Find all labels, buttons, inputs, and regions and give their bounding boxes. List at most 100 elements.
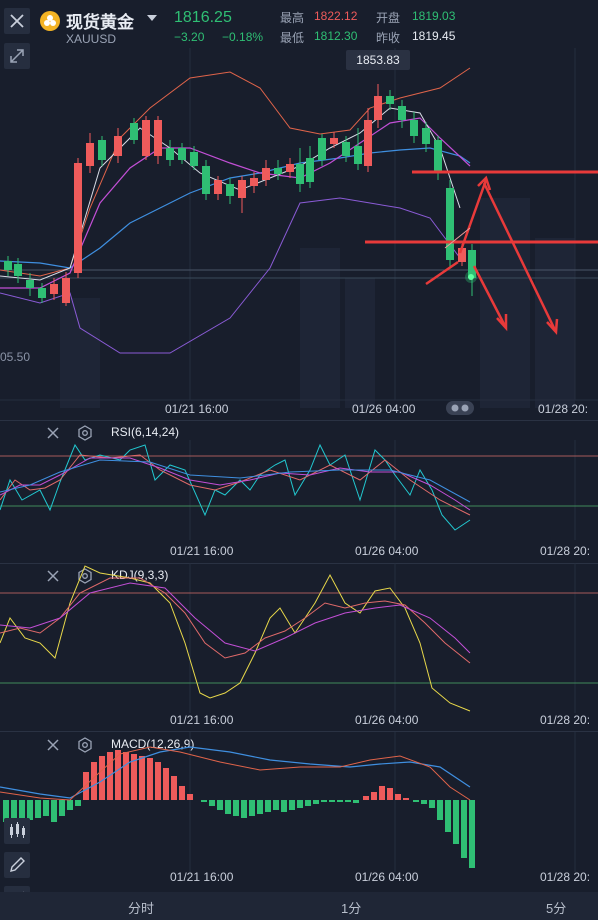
rsi-title: RSI(6,14,24) <box>111 425 180 439</box>
macd-bar <box>363 796 369 800</box>
macd-time-label: 01/21 16:00 <box>170 870 234 884</box>
macd-bar <box>257 800 263 814</box>
gold-coin-icon <box>40 11 60 31</box>
macd-chart[interactable] <box>0 732 598 872</box>
candle-body <box>178 148 186 160</box>
candle-body <box>398 106 406 120</box>
close-icon[interactable] <box>46 738 60 752</box>
peak-price-tag: 1853.83 <box>346 50 410 70</box>
high-value: 1822.12 <box>314 9 358 23</box>
macd-bar <box>403 798 409 800</box>
macd-bar <box>387 788 393 800</box>
macd-bar <box>51 800 57 822</box>
rsi-chart[interactable] <box>0 440 598 540</box>
settings-icon[interactable] <box>77 737 93 753</box>
macd-bar <box>201 800 207 802</box>
candle-body <box>374 96 382 120</box>
macd-bar <box>19 800 25 824</box>
macd-bar <box>241 800 247 818</box>
macd-bar <box>147 758 153 800</box>
candle-body <box>342 142 350 156</box>
low-value: 1812.30 <box>314 29 358 43</box>
macd-bar <box>99 756 105 800</box>
time-label: 01/21 16:00 <box>165 402 229 416</box>
macd-bar <box>171 776 177 800</box>
macd-bar <box>139 756 145 800</box>
candle-body <box>154 120 162 156</box>
macd-bar <box>155 762 161 800</box>
draw-button[interactable] <box>4 852 30 878</box>
kdj-time-label: 01/26 04:00 <box>355 713 419 727</box>
main-chart[interactable] <box>0 48 598 420</box>
settings-icon[interactable] <box>77 425 93 441</box>
macd-bar <box>337 800 343 802</box>
instrument-title[interactable]: 现货黄金 <box>66 13 134 32</box>
candle-body <box>50 284 58 294</box>
macd-bar <box>305 800 311 806</box>
macd-bar <box>83 772 89 800</box>
macd-bar <box>273 800 279 810</box>
macd-bar <box>345 800 351 802</box>
last-price: 1816.25 <box>174 9 232 26</box>
macd-bar <box>209 800 215 806</box>
prev-close-value: 1819.45 <box>412 29 456 43</box>
candle-body <box>330 138 338 144</box>
macd-bar <box>265 800 271 812</box>
candle-body <box>274 168 282 174</box>
candle-body <box>114 136 122 156</box>
macd-bar <box>329 800 335 802</box>
price-axis-tag: 05.50 <box>0 350 31 364</box>
close-icon[interactable] <box>46 426 60 440</box>
macd-bar <box>249 800 255 816</box>
chevron-down-icon[interactable] <box>147 15 157 21</box>
macd-bar <box>379 786 385 800</box>
tab-timeshare[interactable]: 分时 <box>128 901 155 916</box>
kdj-chart[interactable] <box>0 563 598 713</box>
tab-1min[interactable]: 1分 <box>341 901 362 916</box>
candle-body <box>202 166 210 194</box>
candle-body <box>130 123 138 140</box>
macd-bar <box>35 800 41 818</box>
time-label: 01/28 20: <box>538 402 589 416</box>
macd-bar <box>421 800 427 804</box>
rsi-time-label: 01/21 16:00 <box>170 544 234 558</box>
macd-bar <box>461 800 467 858</box>
settings-icon[interactable] <box>77 568 93 584</box>
candle-body <box>446 188 454 260</box>
macd-bar <box>371 792 377 800</box>
candle-body <box>74 163 82 273</box>
low-label: 最低 <box>280 31 305 45</box>
macd-bar <box>217 800 223 810</box>
instrument-symbol: XAUUSD <box>66 32 117 46</box>
candle-body <box>386 96 394 104</box>
candle-body <box>306 158 314 182</box>
rsi-time-label: 01/28 20: <box>540 544 591 558</box>
candle-body <box>422 128 430 144</box>
tab-5min[interactable]: 5分 <box>546 901 567 916</box>
candle-body <box>296 164 304 184</box>
candlestick-button[interactable] <box>4 818 30 844</box>
macd-bar <box>11 800 17 820</box>
timeframe-tabs: 分时 1分 5分 <box>0 892 598 920</box>
macd-bar <box>67 800 73 810</box>
close-button[interactable] <box>4 8 30 34</box>
macd-bar <box>91 762 97 800</box>
candle-body <box>434 140 442 172</box>
candle-body <box>62 278 70 303</box>
pager-dots[interactable] <box>446 401 474 415</box>
macd-bar <box>281 800 287 812</box>
macd-bar <box>289 800 295 810</box>
candle-body <box>262 168 270 180</box>
macd-bar <box>469 800 475 868</box>
macd-bar <box>27 800 33 820</box>
macd-bar <box>59 800 65 816</box>
macd-bar <box>353 800 359 803</box>
collapse-button[interactable] <box>4 43 30 69</box>
close-icon[interactable] <box>46 569 60 583</box>
candle-body <box>98 140 106 160</box>
macd-bar <box>163 768 169 800</box>
macd-bar <box>179 786 185 800</box>
candle-body <box>190 152 198 166</box>
high-label: 最高 <box>280 11 305 25</box>
